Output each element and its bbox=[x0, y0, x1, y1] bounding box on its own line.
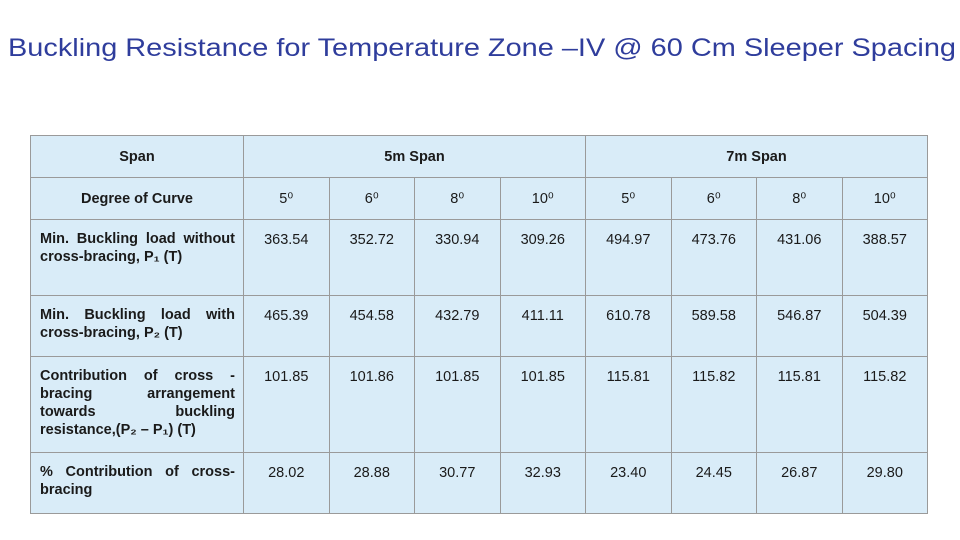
cell: 24.45 bbox=[670, 452, 757, 514]
cell: 589.58 bbox=[670, 295, 757, 357]
header-row: Span 5m Span 7m Span bbox=[30, 135, 928, 178]
cell: 473.76 bbox=[670, 219, 757, 296]
cell: 29.80 bbox=[841, 452, 928, 514]
title-area: Buckling Resistance for Temperature Zone… bbox=[8, 34, 956, 62]
slide-title: Buckling Resistance for Temperature Zone… bbox=[8, 34, 956, 62]
degree: 8⁰ bbox=[414, 177, 501, 220]
cell: 454.58 bbox=[328, 295, 415, 357]
data-row: Min. Buckling load with cross-bracing, P… bbox=[30, 295, 928, 357]
cell: 101.86 bbox=[328, 356, 415, 453]
degree: 6⁰ bbox=[670, 177, 757, 220]
degree-row: Degree of Curve 5⁰ 6⁰ 8⁰ 10⁰ 5⁰ 6⁰ 8⁰ 10⁰ bbox=[30, 177, 928, 220]
cell: 610.78 bbox=[585, 295, 672, 357]
span-group: 5m Span bbox=[243, 135, 586, 178]
data-row: Contribution of cross - bracing arrangem… bbox=[30, 356, 928, 453]
degree-label: Degree of Curve bbox=[30, 177, 244, 220]
degree: 10⁰ bbox=[841, 177, 928, 220]
cell: 309.26 bbox=[499, 219, 586, 296]
cell: 388.57 bbox=[841, 219, 928, 296]
cell: 330.94 bbox=[414, 219, 501, 296]
cell: 494.97 bbox=[585, 219, 672, 296]
cell: 26.87 bbox=[756, 452, 843, 514]
row-label: Min. Buckling load without cross-bracing… bbox=[30, 219, 244, 296]
cell: 546.87 bbox=[756, 295, 843, 357]
cell: 28.88 bbox=[328, 452, 415, 514]
cell: 32.93 bbox=[499, 452, 586, 514]
cell: 363.54 bbox=[243, 219, 330, 296]
cell: 115.81 bbox=[756, 356, 843, 453]
cell: 432.79 bbox=[414, 295, 501, 357]
data-row: % Contribution of cross-bracing 28.02 28.8… bbox=[30, 452, 928, 514]
cell: 115.81 bbox=[585, 356, 672, 453]
cell: 465.39 bbox=[243, 295, 330, 357]
cell: 101.85 bbox=[499, 356, 586, 453]
row-label: Contribution of cross - bracing arrangem… bbox=[30, 356, 244, 453]
cell: 431.06 bbox=[756, 219, 843, 296]
degree: 8⁰ bbox=[756, 177, 843, 220]
cell: 23.40 bbox=[585, 452, 672, 514]
degree: 10⁰ bbox=[499, 177, 586, 220]
degree: 5⁰ bbox=[243, 177, 330, 220]
cell: 101.85 bbox=[414, 356, 501, 453]
row-label: Min. Buckling load with cross-bracing, P… bbox=[30, 295, 244, 357]
cell: 115.82 bbox=[841, 356, 928, 453]
span-label: Span bbox=[30, 135, 244, 178]
cell: 504.39 bbox=[841, 295, 928, 357]
degree: 6⁰ bbox=[328, 177, 415, 220]
cell: 30.77 bbox=[414, 452, 501, 514]
cell: 28.02 bbox=[243, 452, 330, 514]
span-group: 7m Span bbox=[585, 135, 928, 178]
row-label: % Contribution of cross-bracing bbox=[30, 452, 244, 514]
data-row: Min. Buckling load without cross-bracing… bbox=[30, 219, 928, 296]
cell: 411.11 bbox=[499, 295, 586, 357]
data-table: Span 5m Span 7m Span Degree of Curve 5⁰ 6⁰ 8⁰ 1… bbox=[30, 135, 928, 514]
degree: 5⁰ bbox=[585, 177, 672, 220]
cell: 352.72 bbox=[328, 219, 415, 296]
cell: 101.85 bbox=[243, 356, 330, 453]
cell: 115.82 bbox=[670, 356, 757, 453]
